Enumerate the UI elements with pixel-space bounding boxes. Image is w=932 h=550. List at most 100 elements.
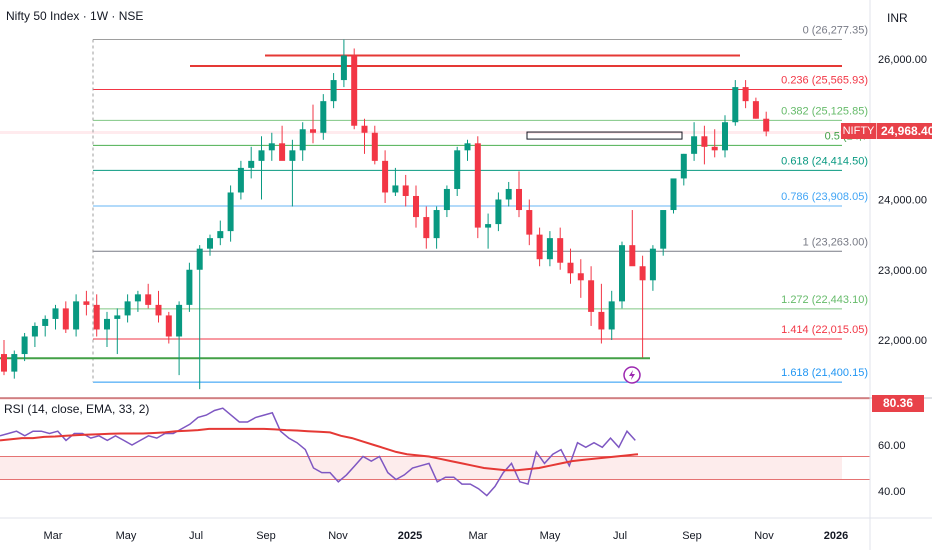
candle-body [227, 192, 234, 232]
fib-label-1.618: 1.618 (21,400.15) [781, 367, 868, 379]
candle-body [577, 273, 584, 281]
candle-body [310, 129, 316, 133]
candle-body [1, 354, 7, 372]
candle-body [680, 153, 687, 179]
candle-body [392, 185, 399, 193]
candle-body [443, 188, 450, 211]
candle-body [330, 80, 337, 102]
fib-label-1.414: 1.414 (22,015.05) [781, 324, 868, 336]
candle-body [196, 248, 203, 270]
lightning-icon[interactable] [623, 366, 641, 384]
price-tag: NIFTY 24,968.40 [841, 123, 932, 139]
candle-body [11, 354, 18, 372]
candle-body [258, 150, 265, 161]
currency-button[interactable]: INR [887, 11, 908, 25]
candle-body [454, 150, 461, 189]
candle-body [536, 234, 543, 260]
rsi-band [0, 457, 842, 480]
candle-body [474, 143, 481, 228]
candle-body [423, 217, 430, 239]
candle-body [268, 143, 275, 151]
candle-body [237, 167, 244, 193]
candle-body [73, 301, 80, 330]
rsi-level-tag: 80.36 [872, 395, 924, 412]
y-tick-label: 24,000.00 [878, 195, 927, 207]
candle-body [505, 188, 512, 200]
candle-body [433, 210, 440, 239]
candle-body [649, 248, 656, 281]
candle-body [608, 301, 615, 330]
candle-body [83, 301, 90, 305]
y-tick-label: 26,000.00 [878, 54, 927, 66]
candle-body [52, 308, 59, 319]
candle-body [732, 87, 739, 123]
candle-body [361, 125, 368, 133]
price-highlight-band [0, 131, 842, 134]
candle-body [742, 87, 749, 102]
candle-body [31, 325, 38, 337]
candle-body [165, 315, 172, 337]
rsi-title[interactable]: RSI (14, close, EMA, 33, 2) [4, 402, 150, 416]
candle-body [371, 132, 378, 161]
x-tick-label: Jul [189, 530, 203, 542]
y-axis-ticks: 26,000.0025,000.0024,000.0023,000.0022,0… [878, 54, 927, 498]
candle-body [711, 146, 718, 151]
candle-body [248, 160, 255, 168]
candle-body [340, 55, 347, 81]
candle-body [495, 199, 502, 225]
candle-body [382, 160, 389, 193]
candle-body [619, 245, 625, 302]
fib-label-0.618: 0.618 (24,414.50) [781, 155, 868, 167]
candle-body [701, 136, 708, 147]
x-axis-ticks: Mar May Jul Sep Nov 2025 Mar May Jul Sep Nov 2026 [44, 530, 849, 542]
rsi-tick-label: 60.00 [878, 440, 906, 452]
candle-body [598, 311, 605, 330]
x-tick-label: 2026 [824, 530, 848, 542]
candle-body [186, 269, 193, 305]
candle-body [752, 101, 759, 119]
fib-label-0: 0 (26,277.35) [803, 25, 868, 37]
candle-body [124, 301, 131, 316]
fib-label-1: 1 (23,263.00) [803, 236, 868, 248]
candle-body [104, 318, 110, 330]
candle-body [21, 336, 28, 355]
last-price: 24,968.40 [881, 124, 932, 138]
candle-body [62, 308, 69, 330]
rsi-tick-label: 40.00 [878, 486, 906, 498]
candle-body [588, 280, 595, 312]
x-tick-label: Sep [256, 530, 276, 542]
candle-body [763, 118, 770, 132]
candle-body [485, 224, 492, 228]
candle-body [134, 294, 141, 302]
fib-label-0.236: 0.236 (25,565.93) [781, 74, 868, 86]
rsi-line [0, 407, 636, 497]
candle-body [660, 210, 667, 249]
x-tick-label: 2025 [398, 530, 422, 542]
candle-body [691, 136, 698, 154]
candle-body [176, 304, 183, 337]
candle-body [516, 188, 522, 211]
x-tick-label: Nov [328, 530, 348, 542]
candle-body [722, 122, 728, 151]
candle-body [114, 315, 121, 319]
candle-body [351, 55, 358, 126]
rsi-ma-line [0, 427, 639, 472]
candle-body [402, 185, 409, 196]
fib-label-0.786: 0.786 (23,908.05) [781, 191, 868, 203]
x-tick-label: Nov [754, 530, 774, 542]
zone-box [526, 131, 683, 140]
candle-body [155, 304, 162, 316]
candle-body [546, 238, 553, 260]
candles [1, 39, 770, 390]
candle-body [279, 143, 286, 161]
candle-body [93, 304, 100, 330]
background-shading [0, 131, 842, 480]
fib-label-1.272: 1.272 (22,443.10) [781, 294, 868, 306]
candle-body [145, 294, 152, 305]
x-tick-label: Sep [682, 530, 702, 542]
x-tick-label: Jul [613, 530, 627, 542]
candle-body [639, 266, 646, 281]
chart-title: Nifty 50 Index · 1W · NSE [6, 9, 144, 23]
